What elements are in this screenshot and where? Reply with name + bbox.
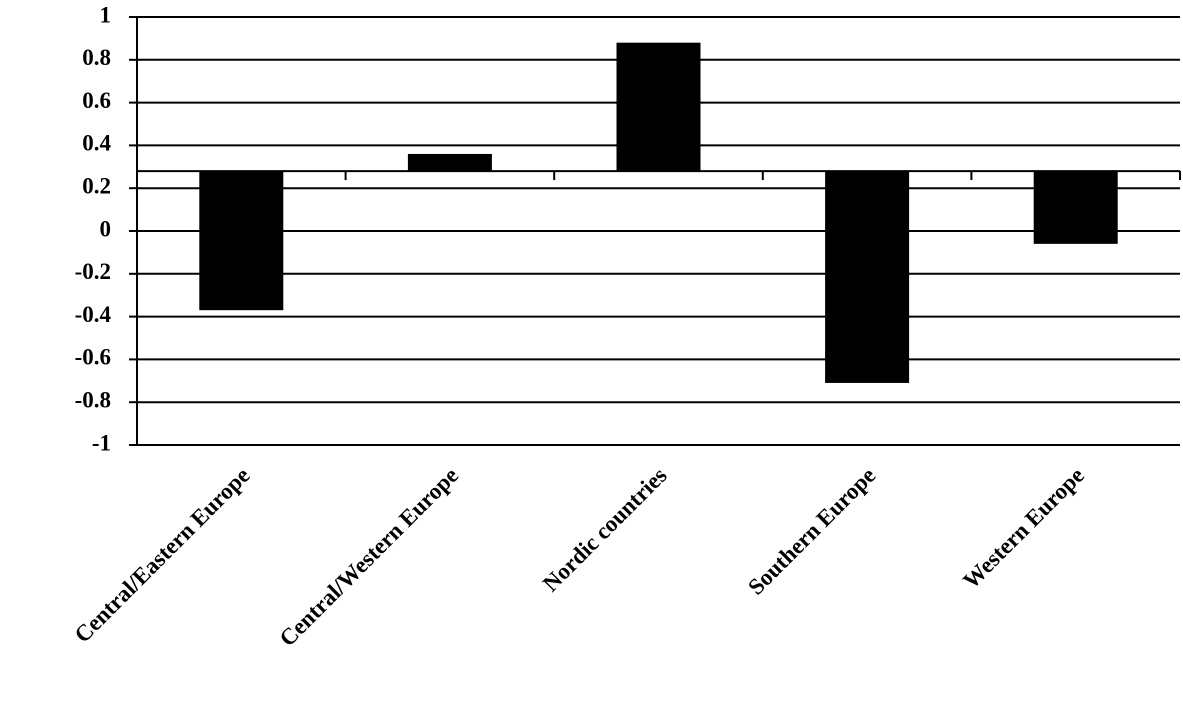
x-tick-label: Central/Western Europe xyxy=(275,463,464,652)
x-tick-label: Nordic countries xyxy=(538,463,672,597)
y-tick-label: 0.8 xyxy=(82,45,111,70)
bar xyxy=(825,171,910,383)
y-tick-label: 1 xyxy=(100,2,112,27)
bar xyxy=(616,42,701,172)
bar xyxy=(199,171,284,311)
y-tick-label: -0.6 xyxy=(75,345,111,370)
y-tick-label: -0.4 xyxy=(75,302,112,327)
bar xyxy=(1033,171,1118,244)
y-tick-label: -0.8 xyxy=(75,387,111,412)
x-tick-label: Western Europe xyxy=(958,463,1089,594)
x-tick-label: Central/Eastern Europe xyxy=(70,463,255,648)
y-tick-label: -1 xyxy=(92,430,111,455)
y-tick-label: 0.2 xyxy=(82,173,111,198)
y-tick-label: 0.6 xyxy=(82,88,111,113)
bar xyxy=(407,153,492,172)
y-tick-label: 0 xyxy=(100,216,112,241)
y-tick-label: -0.2 xyxy=(75,259,111,284)
x-tick-label: Southern Europe xyxy=(743,463,880,600)
y-tick-label: 0.4 xyxy=(82,131,111,156)
